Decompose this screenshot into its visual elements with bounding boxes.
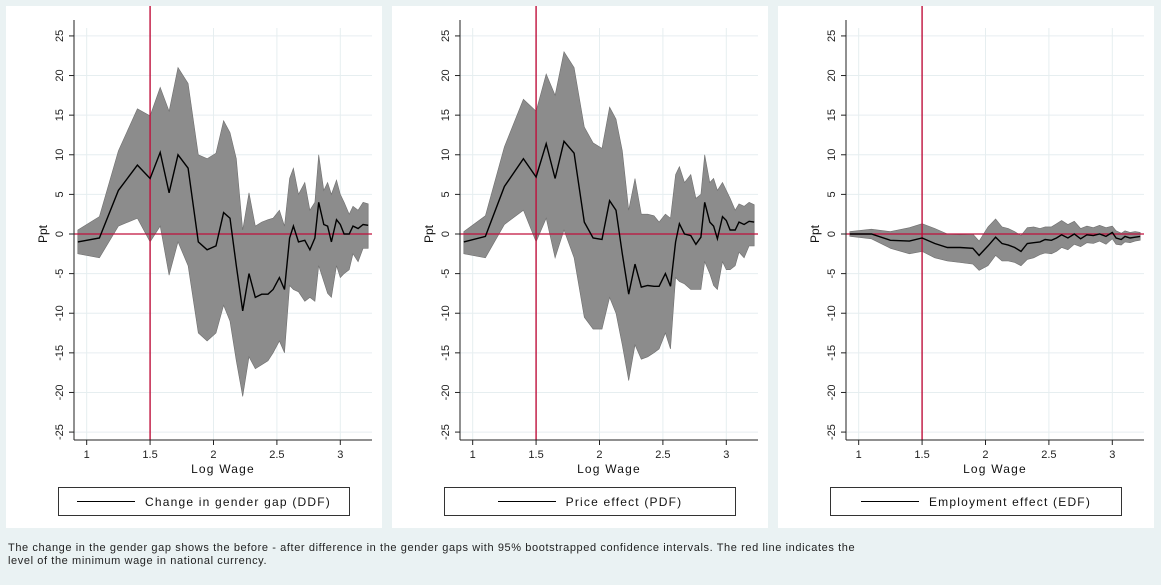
caption-line-2: level of the minimum wage in national cu…: [8, 555, 268, 567]
estimate-line: [463, 139, 755, 295]
legend-label: Price effect (PDF): [565, 494, 683, 509]
y-tick-label: 15: [54, 109, 66, 121]
y-tick-label: -5: [54, 269, 66, 279]
estimate-line: [77, 149, 369, 312]
x-tick-label: 2: [210, 449, 216, 461]
legend: Change in gender gap (DDF): [58, 487, 350, 516]
y-tick-label: -25: [54, 424, 66, 440]
y-tick-label: 25: [440, 30, 452, 42]
x-tick-label: 3: [723, 449, 729, 461]
y-tick-label: 5: [54, 191, 66, 197]
y-tick-label: 5: [826, 191, 838, 197]
y-tick-label: 10: [826, 149, 838, 161]
y-tick-label: 0: [826, 231, 838, 237]
x-tick-label: 2.5: [269, 449, 284, 461]
x-tick-label: 3: [337, 449, 343, 461]
x-tick-label: 2: [596, 449, 602, 461]
estimate-line: [849, 231, 1141, 257]
y-tick-label: 0: [54, 231, 66, 237]
y-tick-label: 5: [440, 191, 452, 197]
y-tick-label: -5: [826, 269, 838, 279]
y-tick-label: 10: [440, 149, 452, 161]
x-tick-label: 3: [1109, 449, 1115, 461]
y-tick-label: 15: [440, 109, 452, 121]
y-tick-label: 20: [826, 69, 838, 81]
y-tick-label: 0: [440, 231, 452, 237]
y-tick-label: 20: [54, 69, 66, 81]
chart-panel-edf: 25 20 15 10 5 0 -5 -10 -15 -20 -25 1 1.5 2 2.5 3 Log Wag…: [778, 6, 1154, 528]
confidence-band: [849, 218, 1141, 271]
legend-line-swatch: [860, 501, 919, 502]
y-tick-label: 25: [54, 30, 66, 42]
y-axis-title: Ppt: [422, 224, 436, 243]
x-axis-title: Log Wage: [963, 462, 1027, 476]
x-tick-label: 1: [856, 449, 862, 461]
figure-caption: The change in the gender gap shows the b…: [8, 542, 1153, 568]
y-tick-label: -20: [826, 385, 838, 401]
chart-panel-ddf: 25 20 15 10 5 0 -5 -10 -15 -20 -25 1 1.5 2 2.5 3 Log Wag…: [6, 6, 382, 528]
y-tick-label: -15: [440, 345, 452, 361]
y-tick-label: -10: [440, 305, 452, 321]
x-tick-label: 1.5: [914, 449, 929, 461]
y-tick-label: -20: [440, 385, 452, 401]
x-axis-title: Log Wage: [191, 462, 255, 476]
y-tick-label: -20: [54, 385, 66, 401]
x-tick-label: 1: [470, 449, 476, 461]
legend-label: Change in gender gap (DDF): [145, 494, 331, 509]
y-tick-label: 25: [826, 30, 838, 42]
x-tick-label: 1.5: [142, 449, 157, 461]
y-tick-label: -25: [440, 424, 452, 440]
x-tick-label: 1.5: [528, 449, 543, 461]
x-tick-label: 2.5: [1041, 449, 1056, 461]
y-axis-title: Ppt: [36, 224, 50, 243]
y-tick-label: -15: [54, 345, 66, 361]
y-axis-title: Ppt: [808, 224, 822, 243]
caption-line-1: The change in the gender gap shows the b…: [8, 542, 856, 554]
y-tick-label: 15: [826, 109, 838, 121]
chart-panel-pdf: 25 20 15 10 5 0 -5 -10 -15 -20 -25 1 1.5 2 2.5 3 Log Wag…: [392, 6, 768, 528]
y-tick-label: -5: [440, 269, 452, 279]
confidence-band: [77, 66, 369, 397]
y-tick-label: -10: [826, 305, 838, 321]
x-tick-label: 1: [84, 449, 90, 461]
legend-line-swatch: [497, 501, 556, 502]
confidence-band: [463, 51, 755, 381]
legend-label: Employment effect (EDF): [928, 494, 1092, 509]
y-tick-label: 20: [440, 69, 452, 81]
legend: Employment effect (EDF): [830, 487, 1122, 516]
y-tick-label: -25: [826, 424, 838, 440]
x-tick-label: 2.5: [655, 449, 670, 461]
legend: Price effect (PDF): [444, 487, 736, 516]
y-tick-label: -10: [54, 305, 66, 321]
y-tick-label: -15: [826, 345, 838, 361]
chart-plot-ddf: 25 20 15 10 5 0 -5 -10 -15 -20 -25 1 1.5 2 2.5 3 Log Wag…: [36, 6, 372, 476]
legend-line-swatch: [77, 501, 136, 502]
y-tick-label: 10: [54, 149, 66, 161]
x-axis-title: Log Wage: [577, 462, 641, 476]
chart-plot-edf: 25 20 15 10 5 0 -5 -10 -15 -20 -25 1 1.5 2 2.5 3 Log Wag…: [808, 6, 1144, 476]
x-tick-label: 2: [982, 449, 988, 461]
chart-plot-pdf: 25 20 15 10 5 0 -5 -10 -15 -20 -25 1 1.5 2 2.5 3 Log Wag…: [422, 6, 758, 476]
